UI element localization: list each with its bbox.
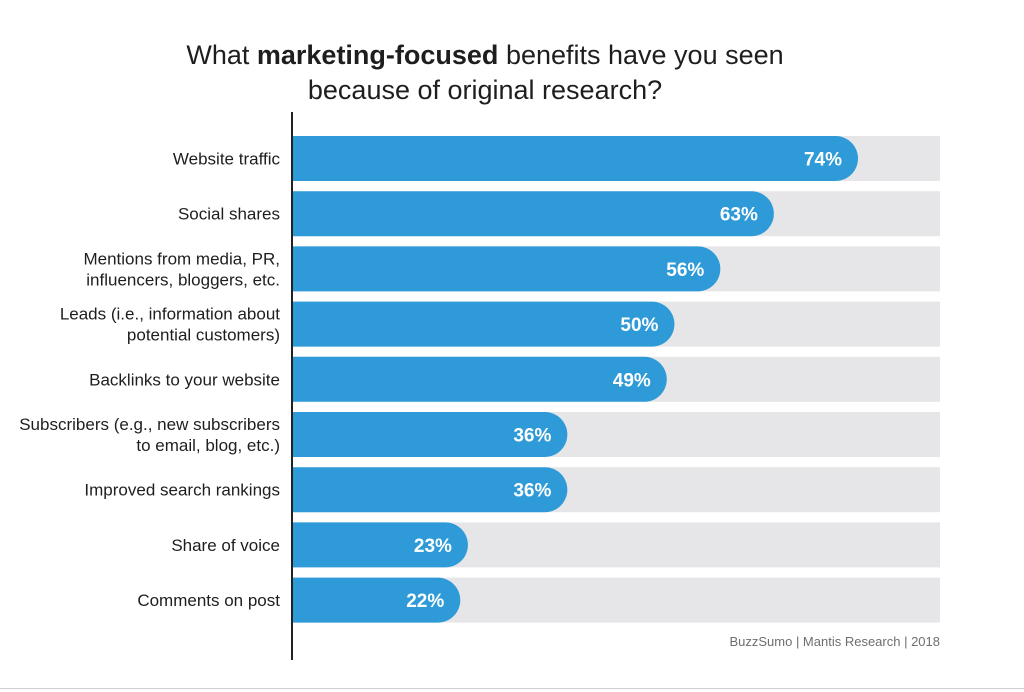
bar xyxy=(292,191,774,237)
category-label: influencers, bloggers, etc. xyxy=(86,270,280,289)
bar xyxy=(292,246,721,292)
bar xyxy=(292,522,468,568)
bar xyxy=(292,356,667,402)
category-label: to email, blog, etc.) xyxy=(136,436,280,455)
bar xyxy=(292,136,859,182)
value-label: 22% xyxy=(406,591,444,612)
value-label: 63% xyxy=(720,205,758,226)
category-label: Social shares xyxy=(178,205,280,224)
title-line1-rest: benefits have you seen xyxy=(498,40,784,70)
category-label: potential customers) xyxy=(127,326,280,345)
bar xyxy=(292,577,461,623)
value-label: 36% xyxy=(513,426,551,447)
category-label: Backlinks to your website xyxy=(89,370,280,389)
category-label: Comments on post xyxy=(137,591,280,610)
category-label: Website traffic xyxy=(173,150,281,169)
title-line2: because of original research? xyxy=(307,75,663,105)
bar xyxy=(292,467,568,513)
chart-title: What marketing-focused benefits have you… xyxy=(0,38,970,108)
value-label: 36% xyxy=(513,481,551,502)
bar xyxy=(292,412,568,457)
category-label: Subscribers (e.g., new subscribers xyxy=(19,415,280,434)
title-emphasis: marketing-focused xyxy=(256,40,499,70)
value-label: 23% xyxy=(414,536,452,557)
bottom-divider xyxy=(0,688,1024,689)
category-label: Improved search rankings xyxy=(84,481,280,500)
source-credit: BuzzSumo | Mantis Research | 2018 xyxy=(729,634,940,649)
category-label: Mentions from media, PR, xyxy=(83,249,280,268)
title-prefix: What xyxy=(186,40,257,70)
value-label: 56% xyxy=(666,260,704,281)
bar xyxy=(292,301,675,347)
value-label: 50% xyxy=(620,315,658,336)
value-label: 49% xyxy=(613,370,651,391)
category-label: Leads (i.e., information about xyxy=(60,305,280,324)
category-label: Share of voice xyxy=(171,536,280,555)
value-label: 74% xyxy=(804,150,842,171)
